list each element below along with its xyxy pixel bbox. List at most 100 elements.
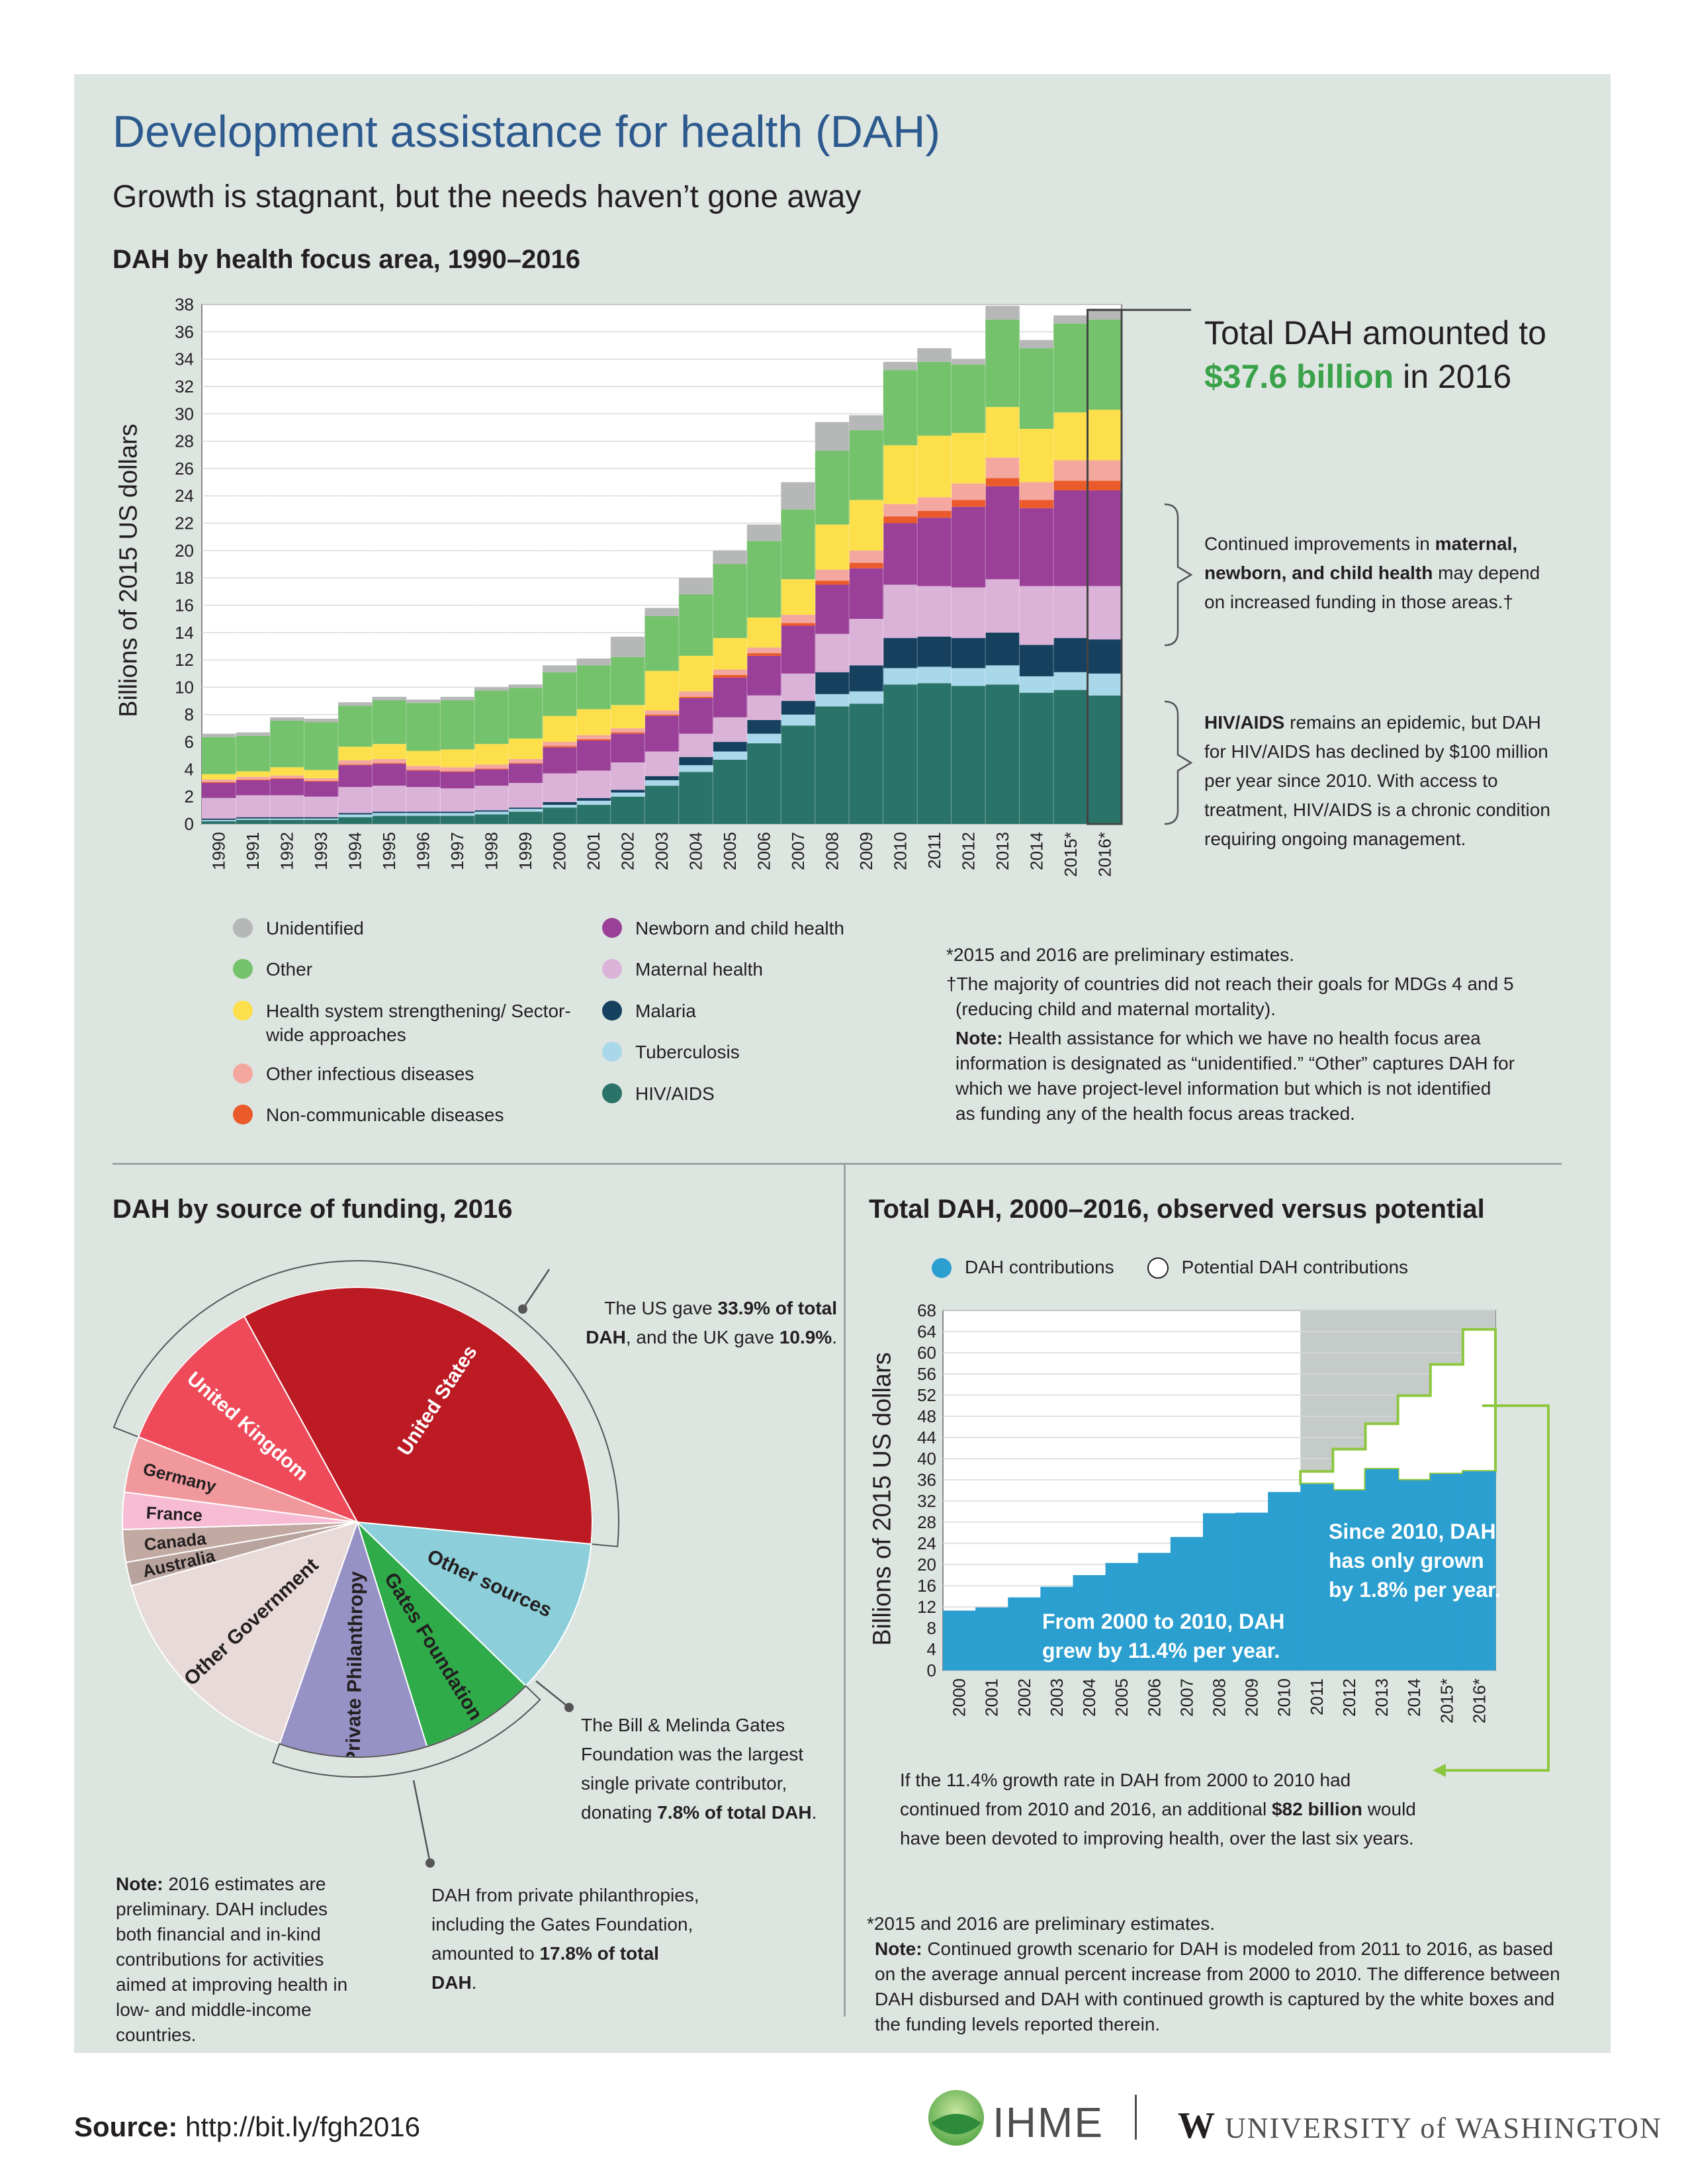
observed-bar-2013: [1365, 1469, 1399, 1670]
focus-segment-hiv-aids: [610, 796, 645, 824]
focus-segment-unidentified: [372, 696, 407, 701]
focus-segment-other-infectious-diseases: [337, 760, 373, 765]
focus-segment-other: [542, 672, 577, 716]
bar-y-tick-label: 28: [917, 1512, 936, 1532]
bar-y-tick-label: 56: [917, 1364, 936, 1384]
focus-segment-tuberculosis: [337, 814, 373, 817]
focus-segment-non-communicable-diseases: [951, 500, 986, 507]
focus-segment-non-communicable-diseases: [1053, 480, 1088, 490]
bar-y-tick-label: 8: [927, 1618, 936, 1638]
focus-x-tick-label: 1997: [447, 832, 467, 870]
bar-x-tick-label: 2016*: [1469, 1678, 1489, 1723]
focus-segment-maternal-health: [269, 795, 305, 817]
focus-segment-other-infectious-diseases: [678, 691, 713, 697]
source-link[interactable]: http://bit.ly/fgh2016: [185, 2111, 420, 2142]
us-uk-leader-dot: [518, 1304, 527, 1314]
focus-segment-unidentified: [644, 608, 680, 616]
focus-segment-health-system-strengthening-sector-wide-approaches: [508, 738, 543, 759]
focus-segment-newborn-and-child-health: [849, 568, 884, 619]
focus-segment-other: [304, 722, 339, 770]
focus-note-dagger: †The majority of countries did not reach…: [946, 974, 1514, 1019]
hiv-callout-bold: HIV/AIDS: [1204, 712, 1285, 733]
bar-y-tick-label: 40: [917, 1449, 936, 1469]
focus-x-tick-label: 2016*: [1094, 832, 1114, 877]
focus-segment-other: [202, 737, 237, 774]
focus-segment-tuberculosis: [1019, 676, 1054, 693]
focus-segment-unidentified: [337, 702, 373, 706]
bar-x-tick-label: 2011: [1307, 1678, 1327, 1715]
focus-segment-newborn-and-child-health: [304, 781, 339, 797]
potential-contributions-legend-label: Potential DAH contributions: [1181, 1257, 1409, 1277]
vertical-divider: [844, 1163, 846, 2017]
focus-y-tick-label: 16: [175, 595, 194, 615]
bar-y-tick-label: 48: [917, 1406, 936, 1426]
focus-segment-health-system-strengthening-sector-wide-approaches: [304, 770, 339, 778]
focus-y-tick-label: 36: [175, 322, 194, 341]
focus-segment-unidentified: [610, 636, 645, 657]
focus-segment-newborn-and-child-health: [746, 655, 781, 696]
focus-segment-malaria: [508, 807, 543, 809]
focus-segment-tuberculosis: [304, 818, 339, 820]
focus-x-tick-label: 2001: [584, 832, 603, 870]
focus-segment-malaria: [985, 632, 1020, 666]
legend-item-unidentified: Unidentified: [233, 917, 603, 940]
focus-segment-health-system-strengthening-sector-wide-approaches: [542, 715, 577, 743]
focus-segment-health-system-strengthening-sector-wide-approaches: [746, 617, 781, 648]
focus-segment-other-infectious-diseases: [440, 767, 475, 772]
legend-item-tuberculosis: Tuberculosis: [602, 1040, 973, 1064]
maternal-callout-bold: maternal, newborn, and child health: [1204, 533, 1518, 583]
focus-segment-hiv-aids: [849, 704, 884, 824]
focus-segment-maternal-health: [236, 795, 271, 817]
focus-segment-health-system-strengthening-sector-wide-approaches: [337, 747, 373, 760]
focus-segment-tuberculosis: [269, 818, 305, 820]
focus-segment-malaria: [202, 818, 237, 820]
focus-segment-other: [746, 541, 781, 618]
focus-y-tick-label: 34: [175, 349, 194, 369]
focus-segment-hiv-aids: [883, 684, 918, 824]
maternal-bracket: [1164, 503, 1193, 647]
observed-bar-2010: [1268, 1492, 1301, 1670]
total-dah-line1: Total DAH amounted to: [1204, 314, 1546, 351]
potential-leader-arrow: [1433, 1764, 1446, 1777]
legend-item-other-infectious-diseases: Other infectious diseases: [233, 1062, 603, 1086]
potential-callout-pre: If the 11.4% growth rate in DAH from 200…: [900, 1770, 1351, 1819]
focus-x-tick-label: 1993: [311, 832, 331, 870]
bar-y-tick-label: 52: [917, 1385, 936, 1405]
observed-bar-2011: [1300, 1484, 1334, 1670]
legend-label: Malaria: [635, 1001, 696, 1021]
focus-segment-malaria: [474, 810, 509, 812]
focus-segment-unidentified: [508, 684, 543, 688]
focus-segment-newborn-and-child-health: [406, 770, 441, 788]
focus-segment-maternal-health: [1053, 586, 1088, 639]
focus-segment-non-communicable-diseases: [917, 510, 952, 518]
focus-segment-maternal-health: [985, 579, 1020, 633]
focus-segment-non-communicable-diseases: [746, 653, 781, 656]
bar-x-tick-label: 2001: [982, 1678, 1002, 1717]
focus-segment-maternal-health: [474, 786, 509, 811]
focus-segment-other: [951, 364, 986, 433]
maternal-callout-post: may depend on increased funding in those…: [1204, 563, 1540, 612]
observed-bar-2005: [1105, 1563, 1139, 1670]
focus-segment-tuberculosis: [508, 809, 543, 812]
focus-x-tick-label: 2007: [788, 832, 808, 870]
observed-bar-2009: [1235, 1512, 1268, 1670]
ihme-leaf-logo: [928, 2090, 984, 2146]
focus-segment-unidentified: [1019, 340, 1054, 349]
page-title: Development assistance for health (DAH): [112, 107, 940, 157]
focus-y-tick-label: 38: [175, 295, 194, 314]
focus-x-tick-label: 1999: [515, 832, 535, 870]
total-dah-line2: $37.6 billion in 2016: [1204, 355, 1546, 398]
focus-segment-unidentified: [849, 415, 884, 431]
focus-segment-other-infectious-diseases: [917, 497, 952, 511]
focus-segment-maternal-health: [610, 762, 645, 790]
bar-notes: *2015 and 2016 are preliminary estimates…: [867, 1911, 1562, 2037]
us-callout-pre: The US gave: [604, 1298, 718, 1318]
bar-y-tick-label: 68: [917, 1300, 936, 1320]
focus-segment-malaria: [406, 811, 441, 813]
focus-segment-hiv-aids: [269, 819, 305, 824]
focus-segment-non-communicable-diseases: [474, 768, 509, 770]
private-leader-dot: [425, 1858, 435, 1868]
series-tuberculosis: [202, 665, 1122, 821]
focus-segment-other-infectious-diseases: [406, 766, 441, 770]
pie-label-private-philanthropy: Private Philanthropy: [342, 1571, 367, 1765]
